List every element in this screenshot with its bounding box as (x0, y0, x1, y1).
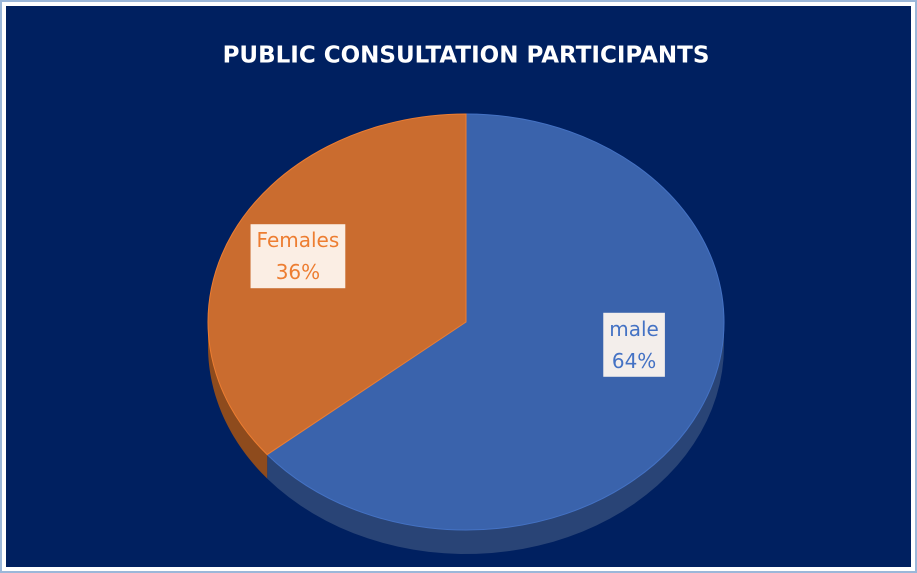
chart-title: PUBLIC CONSULTATION PARTICIPANTS (223, 43, 710, 69)
data-label-name: Females (257, 228, 340, 252)
slice-side (267, 322, 724, 554)
pie-slice (266, 113, 725, 531)
data-label-box (250, 224, 346, 289)
data-label-value: 36% (276, 260, 320, 284)
data-label-box (603, 312, 665, 377)
data-label-name: male (609, 317, 659, 341)
data-label-value: 64% (612, 349, 656, 373)
